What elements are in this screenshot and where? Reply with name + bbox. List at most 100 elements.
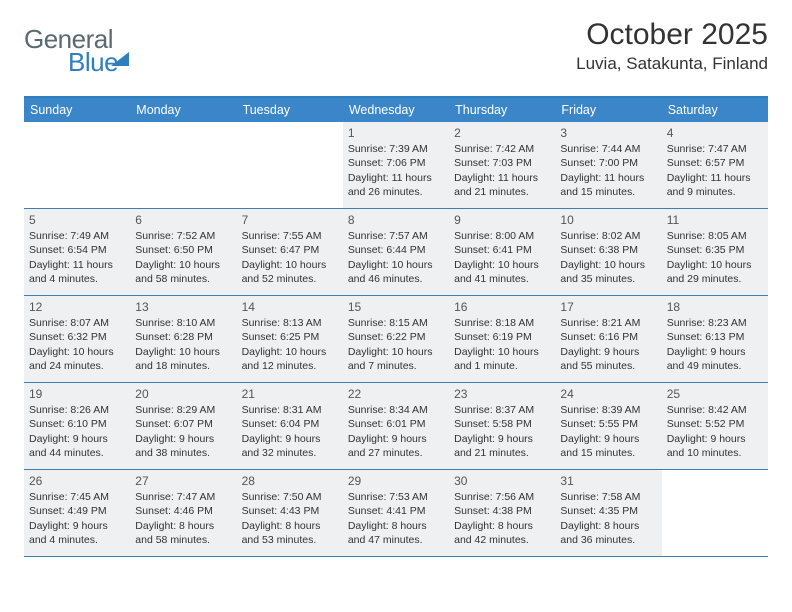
day-info-line: Daylight: 10 hours [135,258,231,272]
day-info-line: Sunrise: 8:10 AM [135,316,231,330]
day-info-line: Daylight: 10 hours [454,258,550,272]
day-cell: 26Sunrise: 7:45 AMSunset: 4:49 PMDayligh… [24,470,130,556]
day-info-line: Sunset: 6:19 PM [454,330,550,344]
calendar: Sunday Monday Tuesday Wednesday Thursday… [24,96,768,557]
day-info-line: and 24 minutes. [29,359,125,373]
day-number: 14 [242,299,338,315]
day-info-line: Sunrise: 8:42 AM [667,403,763,417]
day-cell: 31Sunrise: 7:58 AMSunset: 4:35 PMDayligh… [555,470,661,556]
logo-wordmark: General Blue [24,24,129,86]
day-info-line: Daylight: 11 hours [348,171,444,185]
day-info-line: and 53 minutes. [242,533,338,547]
day-info-line: and 21 minutes. [454,446,550,460]
day-cell: 28Sunrise: 7:50 AMSunset: 4:43 PMDayligh… [237,470,343,556]
day-info-line: Sunset: 4:46 PM [135,504,231,518]
day-number: 3 [560,125,656,141]
day-cell: 9Sunrise: 8:00 AMSunset: 6:41 PMDaylight… [449,209,555,295]
week-row: 26Sunrise: 7:45 AMSunset: 4:49 PMDayligh… [24,470,768,557]
day-info-line: Sunrise: 8:15 AM [348,316,444,330]
day-info-line: and 27 minutes. [348,446,444,460]
day-info-line: Sunset: 7:03 PM [454,156,550,170]
day-info-line: Daylight: 11 hours [454,171,550,185]
day-info-line: Daylight: 9 hours [454,432,550,446]
day-info-line: Sunrise: 7:53 AM [348,490,444,504]
day-info-line: Daylight: 10 hours [29,345,125,359]
logo: General Blue [24,24,129,86]
day-info-line: Daylight: 9 hours [667,432,763,446]
day-info-line: Sunset: 6:10 PM [29,417,125,431]
day-info-line: Sunrise: 7:45 AM [29,490,125,504]
day-info-line: and 47 minutes. [348,533,444,547]
day-cell: 27Sunrise: 7:47 AMSunset: 4:46 PMDayligh… [130,470,236,556]
day-cell: 11Sunrise: 8:05 AMSunset: 6:35 PMDayligh… [662,209,768,295]
day-info-line: and 38 minutes. [135,446,231,460]
day-info-line: and 12 minutes. [242,359,338,373]
day-cell: 24Sunrise: 8:39 AMSunset: 5:55 PMDayligh… [555,383,661,469]
day-info-line: Sunrise: 8:39 AM [560,403,656,417]
day-info-line: Sunset: 4:35 PM [560,504,656,518]
day-info-line: Sunrise: 7:47 AM [667,142,763,156]
day-info-line: Daylight: 11 hours [560,171,656,185]
day-number: 2 [454,125,550,141]
day-info-line: Daylight: 10 hours [560,258,656,272]
day-info-line: Daylight: 9 hours [348,432,444,446]
day-info-line: Daylight: 10 hours [348,345,444,359]
day-info-line: and 7 minutes. [348,359,444,373]
day-number: 15 [348,299,444,315]
day-info-line: Sunset: 7:06 PM [348,156,444,170]
weekday-mon: Monday [130,98,236,122]
day-info-line: Sunrise: 7:50 AM [242,490,338,504]
day-info-line: Sunset: 6:41 PM [454,243,550,257]
day-info-line: and 52 minutes. [242,272,338,286]
day-number: 23 [454,386,550,402]
weekday-sat: Saturday [662,98,768,122]
week-row: 1Sunrise: 7:39 AMSunset: 7:06 PMDaylight… [24,122,768,209]
day-number: 22 [348,386,444,402]
day-info-line: and 36 minutes. [560,533,656,547]
day-number: 5 [29,212,125,228]
day-info-line: Daylight: 9 hours [667,345,763,359]
day-cell: 14Sunrise: 8:13 AMSunset: 6:25 PMDayligh… [237,296,343,382]
day-info-line: Sunset: 5:52 PM [667,417,763,431]
day-info-line: Sunset: 4:41 PM [348,504,444,518]
day-info-line: and 10 minutes. [667,446,763,460]
day-info-line: Sunrise: 8:07 AM [29,316,125,330]
day-number: 9 [454,212,550,228]
day-info-line: Sunrise: 8:23 AM [667,316,763,330]
weekday-sun: Sunday [24,98,130,122]
day-info-line: Sunrise: 7:58 AM [560,490,656,504]
day-cell: 15Sunrise: 8:15 AMSunset: 6:22 PMDayligh… [343,296,449,382]
day-number: 20 [135,386,231,402]
day-info-line: Sunrise: 7:47 AM [135,490,231,504]
day-info-line: and 46 minutes. [348,272,444,286]
day-number: 27 [135,473,231,489]
day-number: 31 [560,473,656,489]
day-info-line: Sunset: 6:35 PM [667,243,763,257]
day-info-line: Sunset: 6:57 PM [667,156,763,170]
day-info-line: Sunset: 6:16 PM [560,330,656,344]
day-number: 24 [560,386,656,402]
day-cell: 5Sunrise: 7:49 AMSunset: 6:54 PMDaylight… [24,209,130,295]
weekday-thu: Thursday [449,98,555,122]
weekday-fri: Friday [555,98,661,122]
day-cell: 29Sunrise: 7:53 AMSunset: 4:41 PMDayligh… [343,470,449,556]
day-info-line: and 15 minutes. [560,185,656,199]
empty-cell [130,122,236,208]
day-cell: 18Sunrise: 8:23 AMSunset: 6:13 PMDayligh… [662,296,768,382]
day-info-line: Daylight: 10 hours [135,345,231,359]
day-info-line: Sunrise: 7:42 AM [454,142,550,156]
day-info-line: Sunrise: 7:55 AM [242,229,338,243]
day-info-line: Sunrise: 8:26 AM [29,403,125,417]
day-cell: 22Sunrise: 8:34 AMSunset: 6:01 PMDayligh… [343,383,449,469]
day-number: 28 [242,473,338,489]
day-info-line: Sunset: 6:38 PM [560,243,656,257]
day-number: 16 [454,299,550,315]
day-number: 29 [348,473,444,489]
day-info-line: Sunset: 5:58 PM [454,417,550,431]
day-info-line: Daylight: 11 hours [29,258,125,272]
day-cell: 6Sunrise: 7:52 AMSunset: 6:50 PMDaylight… [130,209,236,295]
day-info-line: and 55 minutes. [560,359,656,373]
empty-cell [237,122,343,208]
day-number: 11 [667,212,763,228]
day-info-line: and 9 minutes. [667,185,763,199]
